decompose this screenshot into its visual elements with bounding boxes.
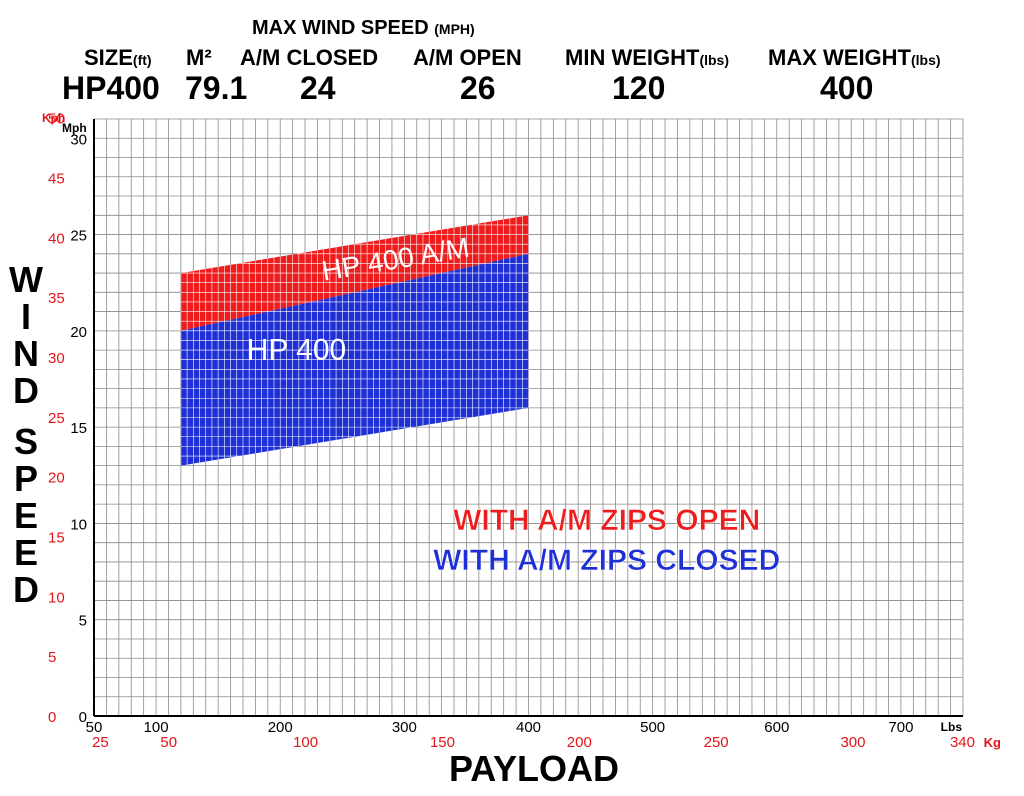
y-secondary-tick-label: 0	[48, 709, 56, 726]
max-weight-value: 400	[820, 70, 874, 106]
band-label-hp400: HP 400	[247, 334, 347, 367]
max-weight-unit: (lbs)	[911, 52, 941, 68]
y-secondary-tick-label: 10	[48, 589, 65, 606]
y-axis-label-letter: E	[13, 495, 38, 536]
y-axis-label-letter: E	[13, 532, 38, 573]
y-secondary-tick-label: 40	[48, 230, 65, 247]
y-secondary-unit: Kph	[42, 111, 65, 125]
am-open-value: 26	[460, 70, 496, 106]
x-tick-label: 300	[392, 719, 417, 736]
y-tick-label: 0	[79, 709, 87, 726]
y-axis-label-letter: I	[20, 296, 31, 337]
y-axis-label-letter: S	[13, 421, 38, 462]
y-secondary-tick-label: 25	[48, 410, 65, 427]
y-tick-label: 30	[70, 131, 87, 148]
x-secondary-tick-label: 150	[430, 734, 455, 751]
m2-value: 79.1	[185, 70, 248, 106]
y-tick-label: 15	[70, 420, 87, 437]
max-wind-speed-label: MAX WIND SPEED	[252, 17, 429, 39]
y-axis-label-letter: P	[13, 458, 38, 499]
x-secondary-tick-label: 100	[293, 734, 318, 751]
am-open-header: A/M OPEN	[413, 45, 522, 70]
min-weight-unit: (lbs)	[699, 52, 729, 68]
am-closed-header: A/M CLOSED	[240, 45, 379, 70]
y-secondary-tick-label: 45	[48, 171, 65, 188]
y-secondary-tick-label: 5	[48, 649, 56, 666]
min-weight-label: MIN WEIGHT	[565, 45, 700, 70]
x-secondary-tick-label: 50	[160, 734, 177, 751]
x-secondary-tick-label: 340	[950, 734, 975, 751]
x-secondary-tick-label: 25	[92, 734, 109, 751]
y-axis-label-letter: D	[13, 569, 39, 610]
x-tick-label: 600	[764, 719, 789, 736]
y-tick-label: 20	[70, 324, 87, 341]
x-tick-label: 50	[86, 719, 103, 736]
y-secondary-tick-label: 15	[48, 530, 65, 547]
y-axis-label-letter: D	[13, 370, 39, 411]
x-secondary-tick-label: 200	[567, 734, 592, 751]
y-secondary-tick-label: 35	[48, 290, 65, 307]
y-tick-label: 5	[79, 613, 87, 630]
max-weight-header: MAX WEIGHT(lbs)	[768, 45, 941, 71]
am-closed-value: 24	[300, 70, 336, 106]
size-unit: (ft)	[132, 52, 152, 68]
y-axis-label-letter: W	[9, 259, 43, 300]
annotation-zips-closed: WITH A/M ZIPS CLOSED	[433, 544, 780, 577]
x-unit: Lbs	[941, 720, 963, 734]
m2-header: M²	[186, 45, 212, 70]
size-header: SIZE(ft)	[84, 45, 152, 71]
y-axis-label-letter: N	[13, 333, 39, 374]
annotation-zips-open: WITH A/M ZIPS OPEN	[453, 504, 760, 537]
x-tick-label: 200	[268, 719, 293, 736]
size-value: HP400	[62, 70, 160, 106]
x-tick-label: 400	[516, 719, 541, 736]
x-secondary-unit: Kg	[984, 735, 1001, 750]
y-secondary-tick-label: 30	[48, 350, 65, 367]
max-wind-speed-unit: (MPH)	[434, 21, 475, 37]
size-label: SIZE	[84, 45, 133, 70]
min-weight-value: 120	[612, 70, 666, 106]
y-unit: Mph	[62, 121, 87, 135]
max-weight-label: MAX WEIGHT	[768, 45, 911, 70]
y-secondary-tick-label: 20	[48, 470, 65, 487]
x-tick-label: 700	[888, 719, 913, 736]
x-axis-title: PAYLOAD	[449, 748, 619, 789]
x-secondary-tick-label: 250	[704, 734, 729, 751]
min-weight-header: MIN WEIGHT(lbs)	[565, 45, 729, 71]
y-tick-label: 10	[70, 516, 87, 533]
max-wind-speed-title: MAX WIND SPEED (MPH)	[252, 17, 475, 40]
x-tick-label: 100	[144, 719, 169, 736]
x-secondary-tick-label: 300	[840, 734, 865, 751]
y-secondary-tick-label: 50	[48, 111, 65, 128]
x-tick-label: 500	[640, 719, 665, 736]
y-tick-label: 25	[70, 228, 87, 245]
